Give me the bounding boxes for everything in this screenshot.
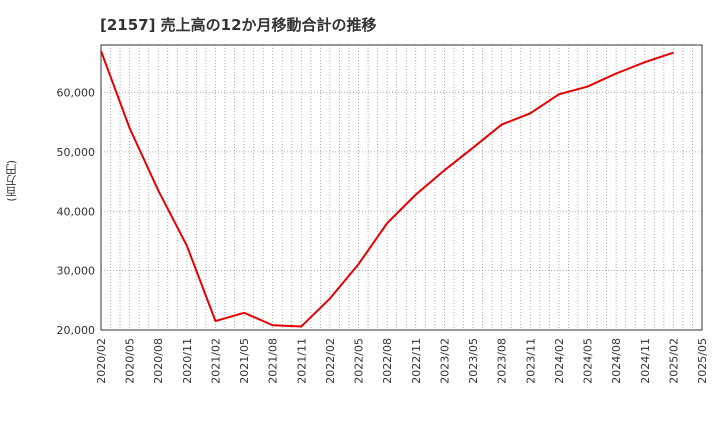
y-tick-label: 20,000 <box>57 324 96 337</box>
x-tick-label: 2022/02 <box>324 338 337 384</box>
x-tick-label: 2020/02 <box>95 338 108 384</box>
x-tick-label: 2020/08 <box>152 338 165 384</box>
x-tick-label: 2024/05 <box>582 338 595 384</box>
x-tick-label: 2020/11 <box>181 338 194 384</box>
x-tick-label: 2025/05 <box>696 338 709 384</box>
x-tick-label: 2022/08 <box>381 338 394 384</box>
x-tick-label: 2021/08 <box>267 338 280 384</box>
y-tick-label: 40,000 <box>57 205 96 218</box>
x-tick-label: 2024/02 <box>553 338 566 384</box>
x-tick-label: 2023/02 <box>438 338 451 384</box>
series-line <box>100 50 674 328</box>
x-tick-label: 2022/11 <box>410 338 423 384</box>
x-tick-label: 2021/05 <box>238 338 251 384</box>
y-tick-label: 30,000 <box>57 265 96 278</box>
y-tick-label: 60,000 <box>57 87 96 100</box>
x-tick-label: 2025/02 <box>667 338 680 384</box>
chart-title: [2157] 売上高の12か月移動合計の推移 <box>100 16 377 34</box>
x-tick-label: 2020/05 <box>124 338 137 384</box>
plot-area <box>100 44 703 331</box>
x-tick-label: 2021/02 <box>209 338 222 384</box>
x-tick-label: 2024/08 <box>610 338 623 384</box>
x-tick-label: 2023/08 <box>496 338 509 384</box>
y-tick-label: 50,000 <box>57 146 96 159</box>
x-tick-label: 2022/05 <box>353 338 366 384</box>
x-tick-label: 2024/11 <box>639 338 652 384</box>
x-tick-label: 2023/05 <box>467 338 480 384</box>
x-tick-label: 2021/11 <box>295 338 308 384</box>
x-tick-label: 2023/11 <box>524 338 537 384</box>
